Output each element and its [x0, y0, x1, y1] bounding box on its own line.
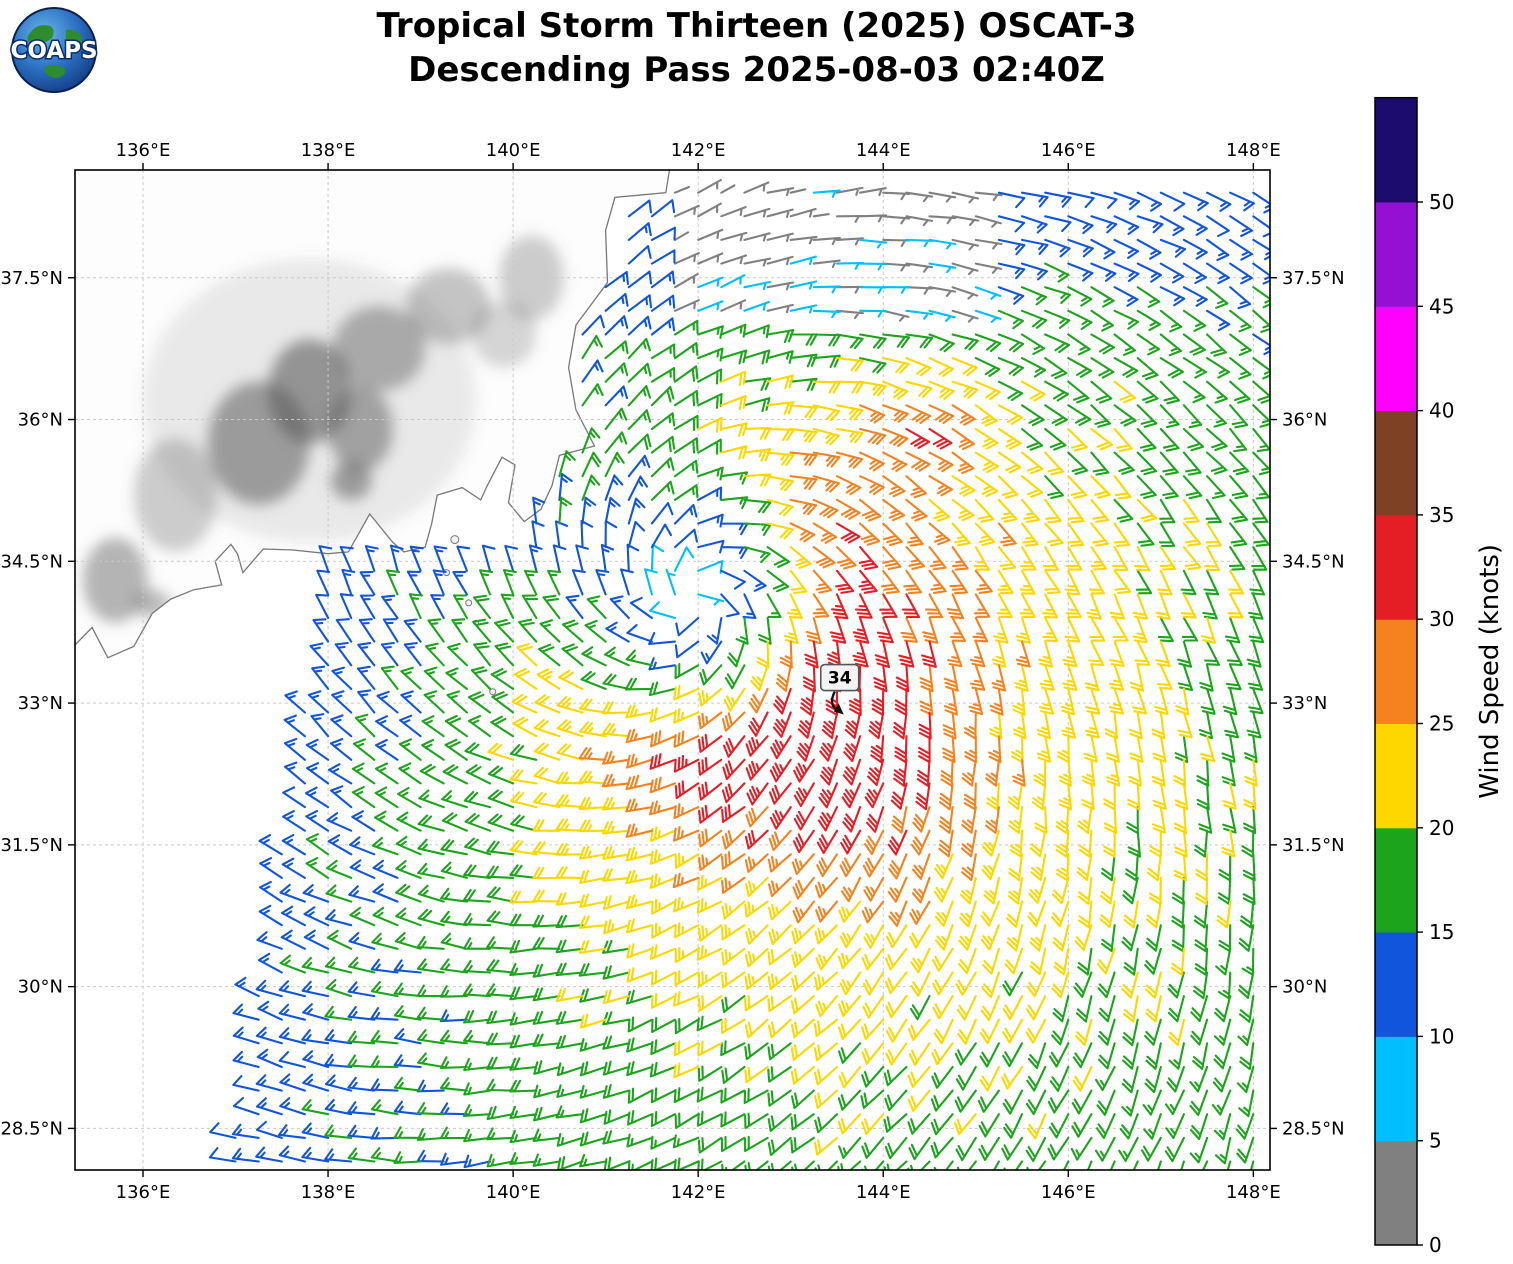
colorbar-segment [1375, 410, 1417, 516]
wind-barbs-layer [208, 178, 1270, 1170]
lat-tick-label-right: 37.5°N [1282, 268, 1345, 289]
coaps-logo-globe: COAPS [9, 7, 99, 93]
coaps-logo: COAPS [9, 6, 99, 94]
colorbar-segment [1375, 306, 1417, 412]
lat-tick-label-left: 31.5°N [0, 835, 63, 856]
axis-labels: 136°E 136°E 138°E 138°E 140°E 140°E 142°E 142°E… [0, 140, 1344, 1203]
lon-tick-label-bottom: 144°E [856, 1182, 911, 1203]
colorbar-tick-label: 5 [1429, 1129, 1442, 1153]
lat-tick-label-left: 28.5°N [0, 1118, 63, 1139]
colorbar-tick-label: 20 [1429, 816, 1454, 840]
lon-tick-label-bottom: 146°E [1041, 1182, 1096, 1203]
coaps-logo-text: COAPS [10, 38, 97, 64]
colorbar-tick-label: 10 [1429, 1024, 1454, 1048]
wind-barbs-bin-5 [578, 404, 1031, 927]
lat-tick-label-left: 37.5°N [0, 268, 63, 289]
wind-barbs-bin-0 [673, 178, 1003, 323]
colorbar-segment [1375, 1140, 1417, 1246]
annotation-box [819, 663, 860, 692]
globe-circle [11, 7, 97, 93]
lon-tick-label-bottom: 142°E [671, 1182, 726, 1203]
island [489, 688, 497, 696]
lat-tick-label-left: 36°N [18, 410, 63, 431]
colorbar-label: Wind Speed (knots) [1475, 544, 1505, 799]
lon-tick-label-bottom: 138°E [301, 1182, 356, 1203]
colorbar-border [1374, 96, 1418, 1246]
wind-barbs-bin-1 [644, 189, 1002, 620]
lat-tick-label-left: 30°N [18, 977, 63, 998]
continent-shape [66, 29, 83, 54]
colorbar-segment [1375, 827, 1417, 933]
colorbar-segment [1375, 619, 1417, 724]
colorbar-segment [1375, 1036, 1417, 1142]
lat-tick-label-right: 30°N [1282, 977, 1327, 998]
lat-tick-label-right: 31.5°N [1282, 835, 1345, 856]
annotation-text: 34 [828, 669, 852, 689]
colorbar-tick-label: 15 [1429, 920, 1454, 944]
island [450, 535, 460, 545]
wind-barbs-bin-3 [279, 262, 1270, 1170]
figure-title: Tropical Storm Thirteen (2025) OSCAT-3 D… [0, 4, 1513, 92]
lon-tick-label-top: 144°E [856, 140, 911, 161]
max-wind-annotation: 34 [819, 663, 860, 715]
colorbar-segment [1375, 514, 1417, 620]
plot-border [74, 169, 1271, 1171]
lon-tick-label-top: 136°E [116, 140, 171, 161]
lat-tick-label-right: 36°N [1282, 410, 1327, 431]
lon-tick-label-top: 140°E [486, 140, 541, 161]
title-line2: Descending Pass 2025-08-03 02:40Z [408, 50, 1105, 91]
title-line1: Tropical Storm Thirteen (2025) OSCAT-3 [376, 6, 1137, 46]
colorbar-tick-label: 25 [1429, 712, 1454, 736]
lon-tick-label-top: 142°E [671, 140, 726, 161]
continent-shape [27, 25, 54, 45]
colorbar-tick-label: 0 [1429, 1233, 1442, 1257]
lat-tick-label-left: 34.5°N [0, 551, 63, 572]
gridlines [75, 170, 1270, 1170]
lon-tick-label-top: 138°E [301, 140, 356, 161]
wind-barbs-bin-2 [208, 191, 1270, 1169]
island [465, 599, 473, 607]
colorbar-tick-label: 40 [1429, 399, 1454, 423]
lat-tick-label-left: 33°N [18, 693, 63, 714]
colorbar-tick-label: 50 [1429, 190, 1454, 214]
lon-tick-label-top: 146°E [1041, 140, 1096, 161]
colorbar-segment [1375, 97, 1417, 203]
colorbar-tick-label: 45 [1429, 294, 1454, 318]
lon-tick-label-bottom: 148°E [1226, 1182, 1281, 1203]
colorbar-tick-label: 30 [1429, 607, 1454, 631]
wind-barbs-bin-4 [487, 357, 1258, 1156]
lat-tick-label-right: 34.5°N [1282, 551, 1345, 572]
colorbar-segment [1375, 202, 1417, 307]
lon-tick-label-bottom: 140°E [486, 1182, 541, 1203]
lat-tick-label-right: 28.5°N [1282, 1118, 1345, 1139]
annotation-arrowhead [833, 703, 844, 715]
colorbar-segment [1375, 932, 1417, 1037]
wind-barbs-bin-6 [649, 427, 953, 856]
continent-shape [44, 65, 66, 78]
lon-tick-label-top: 148°E [1226, 140, 1281, 161]
map-area [75, 170, 1270, 1170]
lat-tick-label-right: 33°N [1282, 693, 1327, 714]
colorbar: 0 5 10 15 20 25 30 35 40 45 50 Wind Speed (knots) [1374, 96, 1505, 1257]
terrain-shading [82, 235, 565, 623]
colorbar-segment [1375, 723, 1417, 829]
coastline [75, 170, 671, 659]
lon-tick-label-bottom: 136°E [116, 1182, 171, 1203]
colorbar-tick-label: 35 [1429, 503, 1454, 527]
